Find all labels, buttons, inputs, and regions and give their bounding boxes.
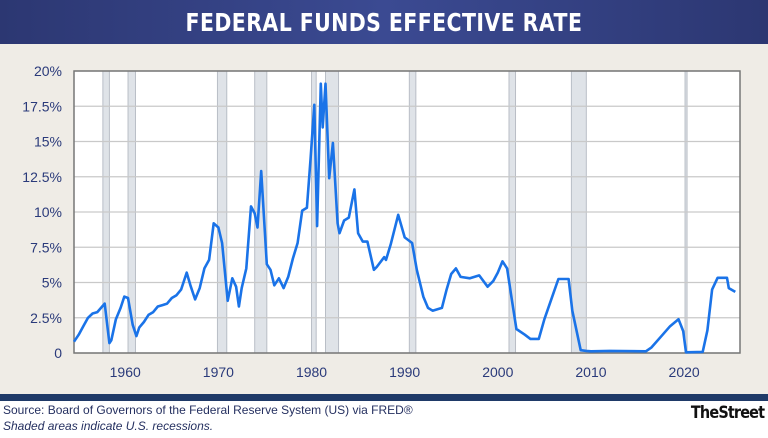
x-tick-label: 1970 [203,364,234,380]
x-tick-label: 1980 [296,364,327,380]
y-tick-label: 20% [34,63,62,79]
y-tick-label: 15% [34,134,62,150]
line-chart: 0 2.5% 5% 7.5% 10% 12.5% 15% 17.5% 20% 1960 1970 19… [22,63,741,380]
bottom-stripe [0,394,768,401]
y-tick-label: 10% [34,204,62,220]
title-bar: FEDERAL FUNDS EFFECTIVE RATE [0,0,768,44]
y-tick-label: 17.5% [22,98,62,114]
x-tick-label: 2020 [669,364,700,380]
recession-note: Shaded areas indicate U.S. recessions. [3,419,214,433]
x-tick-label: 1960 [110,364,141,380]
y-tick-label: 0 [54,345,62,361]
footer: Source: Board of Governors of the Federa… [0,401,768,438]
chart-title: FEDERAL FUNDS EFFECTIVE RATE [185,7,583,37]
thestreet-logo: TheStreet [690,403,765,423]
y-tick-label: 2.5% [30,310,62,326]
y-tick-label: 5% [42,275,62,291]
x-tick-label: 2010 [575,364,606,380]
plot-border [73,70,741,354]
rate-line [72,82,736,354]
x-tick-label: 1990 [389,364,420,380]
x-tick-label: 2000 [482,364,513,380]
y-tick-label: 7.5% [30,239,62,255]
y-tick-label: 12.5% [22,169,62,185]
source-text: Source: Board of Governors of the Federa… [3,403,413,417]
